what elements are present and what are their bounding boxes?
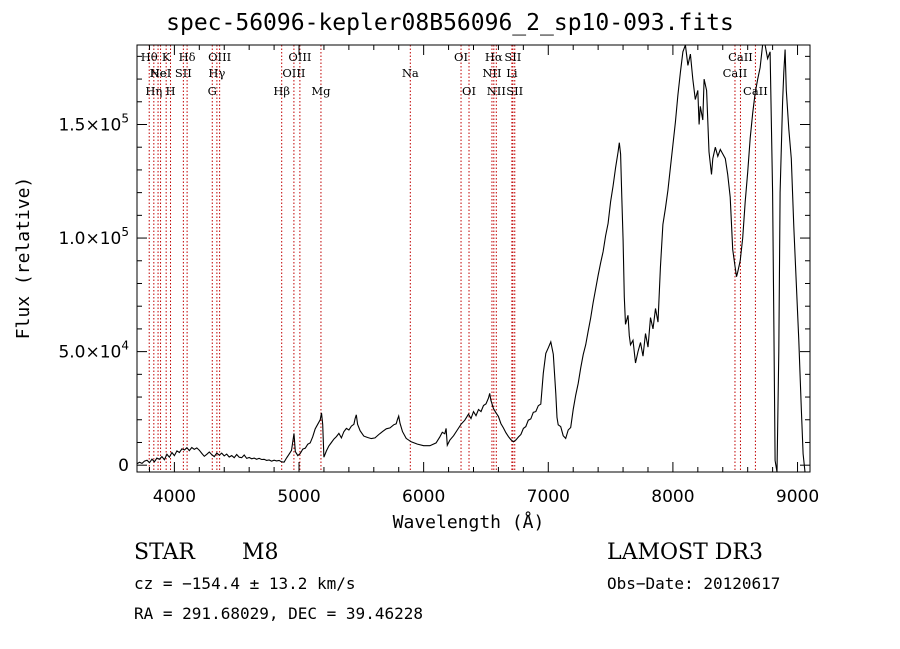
marker-label-10: OIII (208, 50, 231, 64)
marker-label-21: Li (506, 66, 518, 80)
object-class: STAR (134, 540, 195, 565)
y-tick-label-1: 5.0×104 (58, 339, 129, 363)
y-tick-label-3: 1.5×105 (58, 111, 129, 135)
series-group (137, 45, 806, 472)
obs-date-label: Obs−Date: 20120617 (607, 574, 781, 593)
marker-label-17: OI (462, 84, 476, 98)
marker-label-11: Hβ (273, 84, 290, 98)
marker-label-9: Hγ (208, 66, 225, 80)
marker-label-12: OIII (282, 66, 305, 80)
x-tick-label-2: 6000 (402, 487, 445, 507)
marker-label-15: Na (402, 66, 419, 80)
y-tick-label-2: 1.0×105 (58, 225, 129, 249)
chart-title: spec-56096-kepler08B56096_2_sp10-093.fit… (166, 10, 734, 36)
survey-label: LAMOST DR3 (607, 540, 763, 565)
marker-label-23: SII (506, 84, 523, 98)
marker-label-6: SII (175, 66, 192, 80)
x-tick-label-0: 4000 (153, 487, 196, 507)
x-tick-label-5: 9000 (776, 487, 819, 507)
marker-label-25: CaII (728, 50, 753, 64)
object-subclass: M8 (242, 540, 279, 565)
marker-label-4: K (162, 50, 171, 64)
y-tick-exponent-3: 5 (121, 111, 129, 125)
y-tick-exponent-2: 5 (121, 225, 129, 239)
marker-label-22: SII (504, 50, 521, 64)
redshift-label: cz = −154.4 ± 13.2 km/s (134, 574, 356, 593)
marker-label-2: Ne (150, 66, 167, 80)
marker-label-24: CaII (723, 66, 748, 80)
marker-label-20: NII (487, 84, 506, 98)
marker-label-0: Hθ (141, 50, 158, 64)
coordinates-label: RA = 291.68029, DEC = 39.46228 (134, 604, 423, 623)
marker-label-13: OIII (288, 50, 311, 64)
marker-label-26: CaII (743, 84, 768, 98)
line-marker-group (148, 45, 756, 472)
marker-label-16: OI (454, 50, 468, 64)
marker-label-8: G (208, 84, 217, 98)
marker-label-3: HeI (150, 66, 171, 80)
marker-label-7: Hδ (179, 50, 196, 64)
y-tick-exponent-1: 4 (121, 339, 129, 353)
marker-label-5: H (166, 84, 176, 98)
y-axis-label: Flux (relative) (13, 177, 34, 340)
marker-label-18: NII (482, 66, 501, 80)
y-tick-label-0: 0 (118, 456, 129, 476)
marker-label-19: Hα (485, 50, 503, 64)
series-line-flux (137, 45, 806, 472)
x-tick-label-4: 8000 (651, 487, 694, 507)
axes-group (136, 44, 811, 473)
marker-label-1: Hη (145, 84, 162, 98)
marker-label-14: Mg (311, 84, 331, 98)
plot-frame (136, 44, 811, 473)
x-tick-label-3: 7000 (527, 487, 570, 507)
x-axis-label: Wavelength (Å) (393, 511, 545, 533)
x-tick-label-1: 5000 (277, 487, 320, 507)
